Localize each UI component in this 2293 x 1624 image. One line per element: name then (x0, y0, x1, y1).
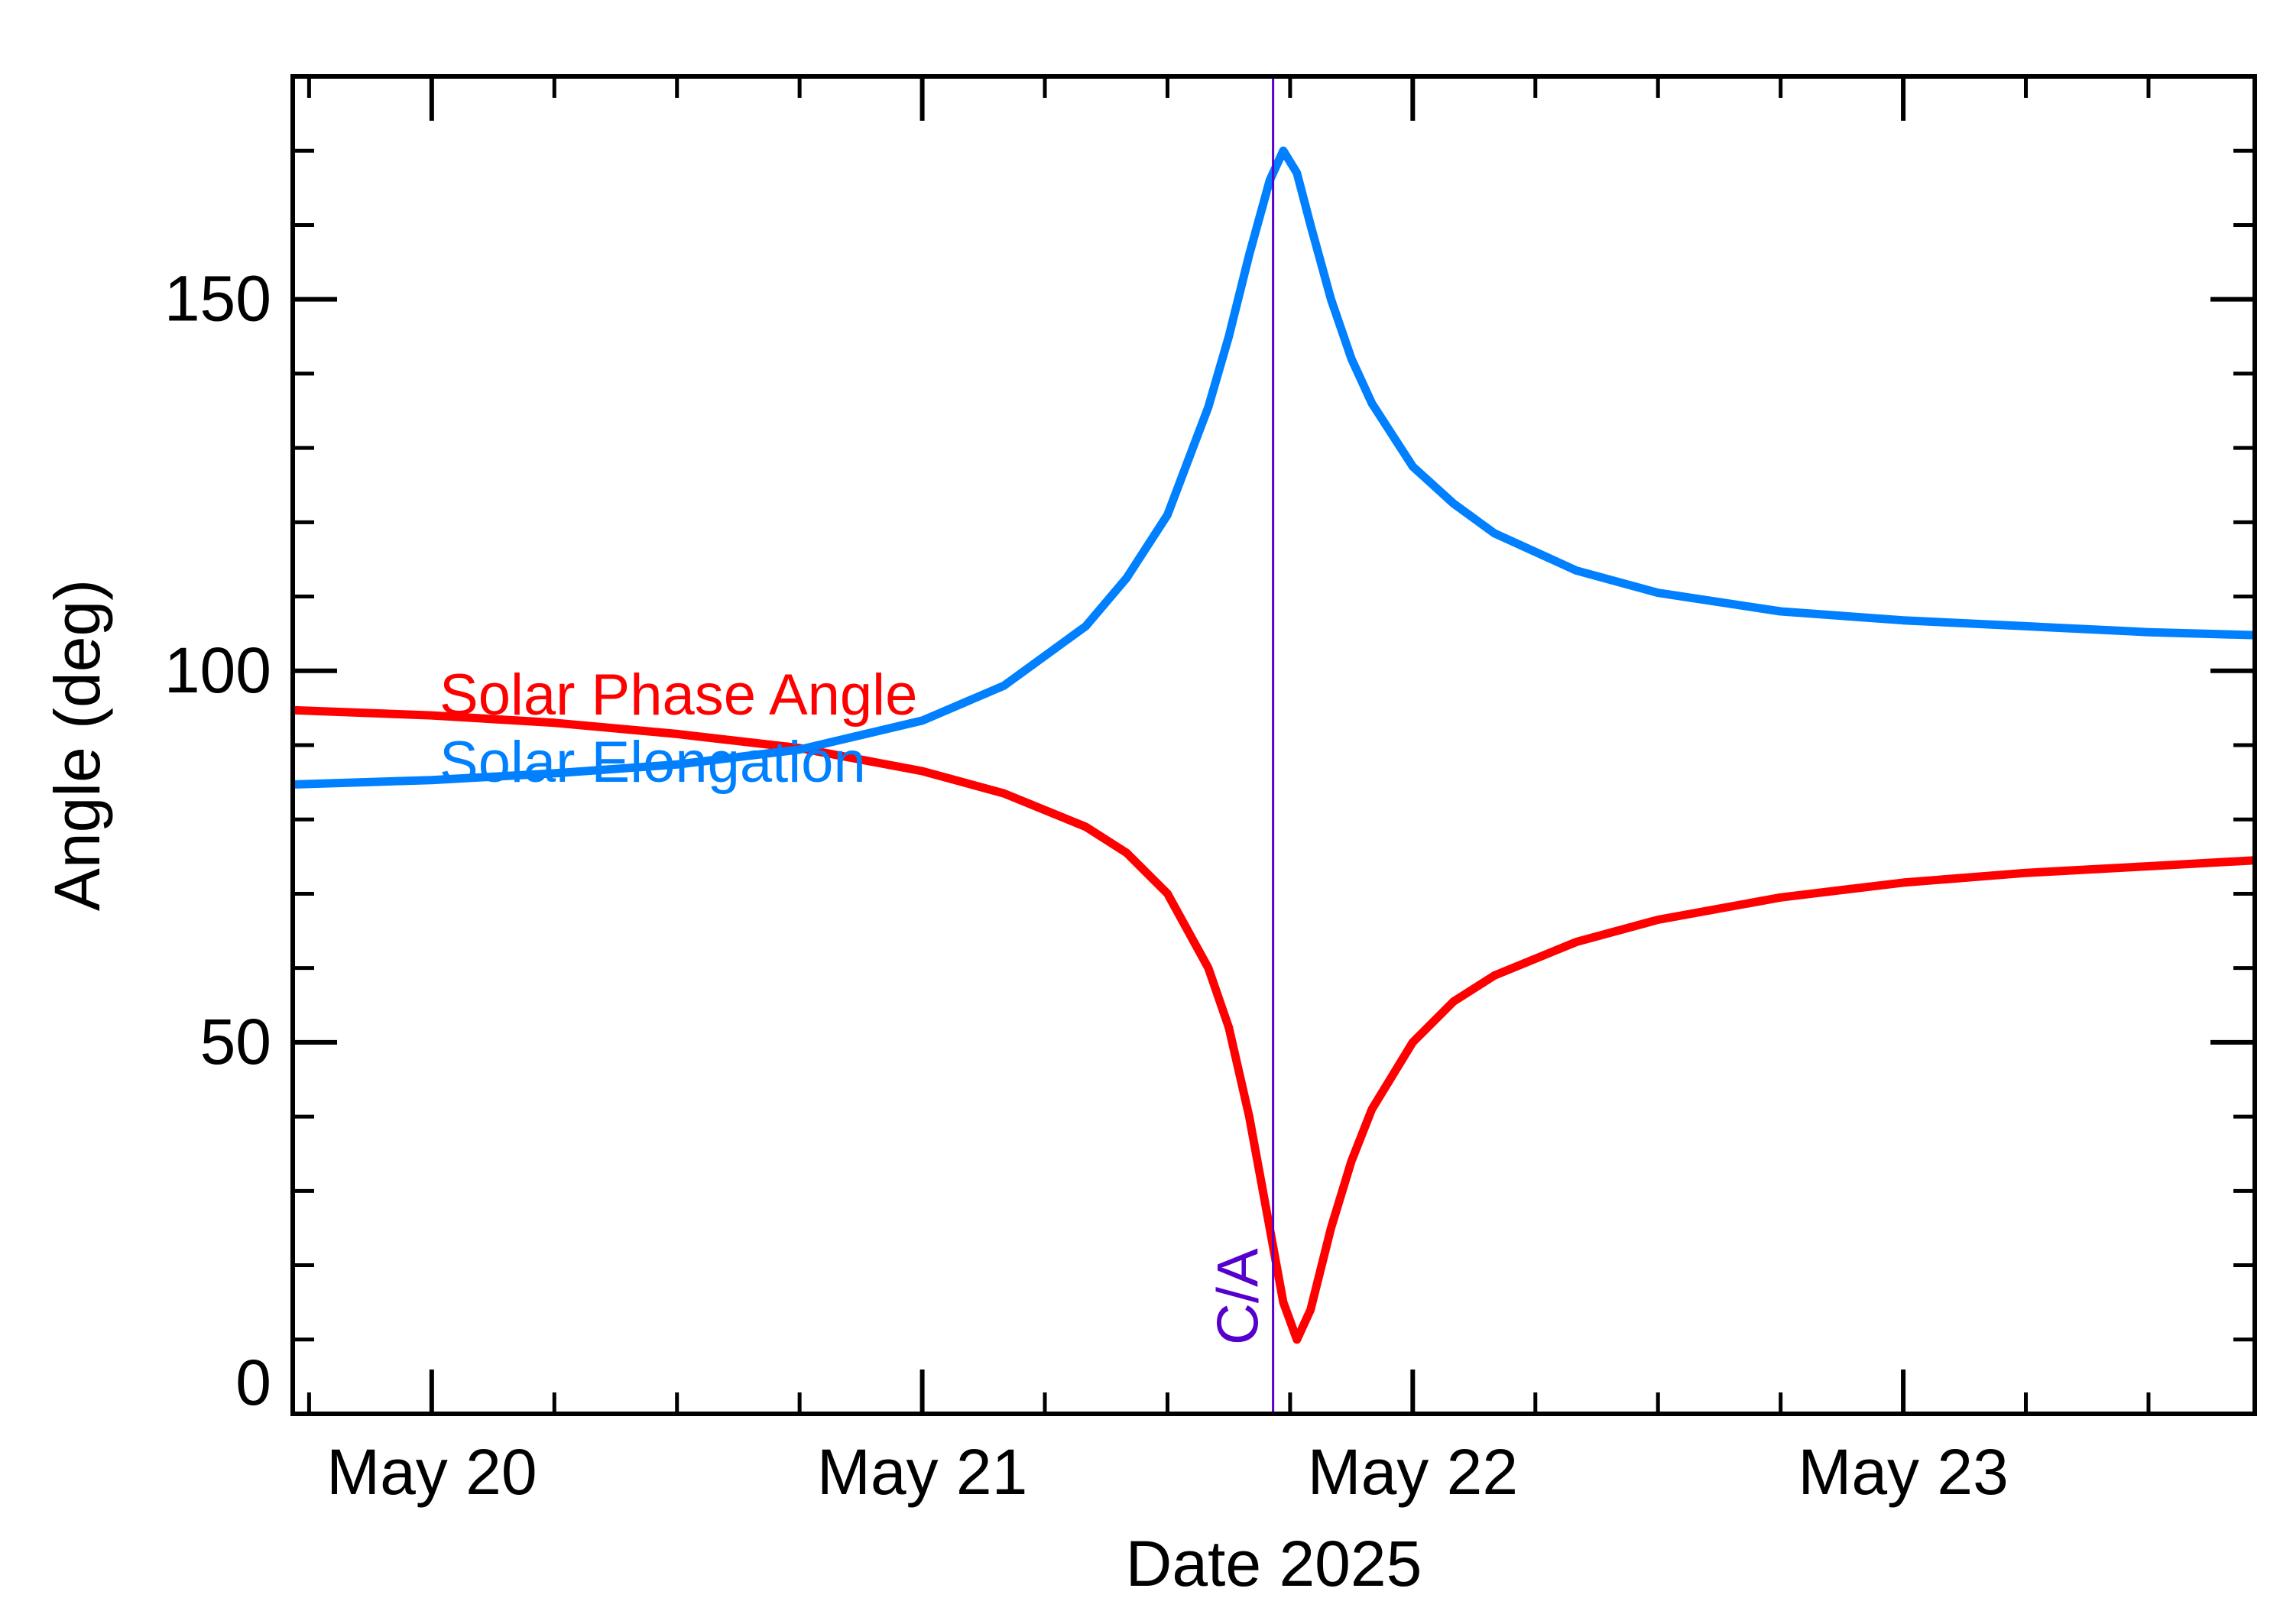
series-lines (292, 146, 2256, 1344)
legend-label: Solar Elongation (439, 730, 866, 795)
x-tick-label: May 21 (817, 1436, 1027, 1508)
series-line-solar-phase-angle (292, 705, 2256, 1344)
y-tick-label: 0 (235, 1347, 271, 1418)
y-axis-title: Angle (deg) (41, 579, 113, 911)
closest-approach-label: C/A (1206, 1248, 1271, 1345)
y-tick-label: 150 (164, 263, 271, 335)
y-tick-label: 50 (200, 1006, 271, 1078)
y-axis: 0 50 100 150 (164, 148, 2255, 1418)
x-axis: May 20 May 21 May 22 May 23 (306, 76, 2151, 1508)
y-tick-label: 100 (164, 634, 271, 706)
annotation-layer: C/A (1206, 76, 1275, 1414)
x-axis-title: Date 2025 (1126, 1528, 1422, 1600)
x-tick-label: May 23 (1798, 1436, 2008, 1508)
legend-label: Solar Phase Angle (439, 663, 917, 728)
series-line-solar-elongation (292, 146, 2256, 789)
x-tick-label: May 20 (326, 1436, 537, 1508)
x-tick-label: May 22 (1308, 1436, 1518, 1508)
